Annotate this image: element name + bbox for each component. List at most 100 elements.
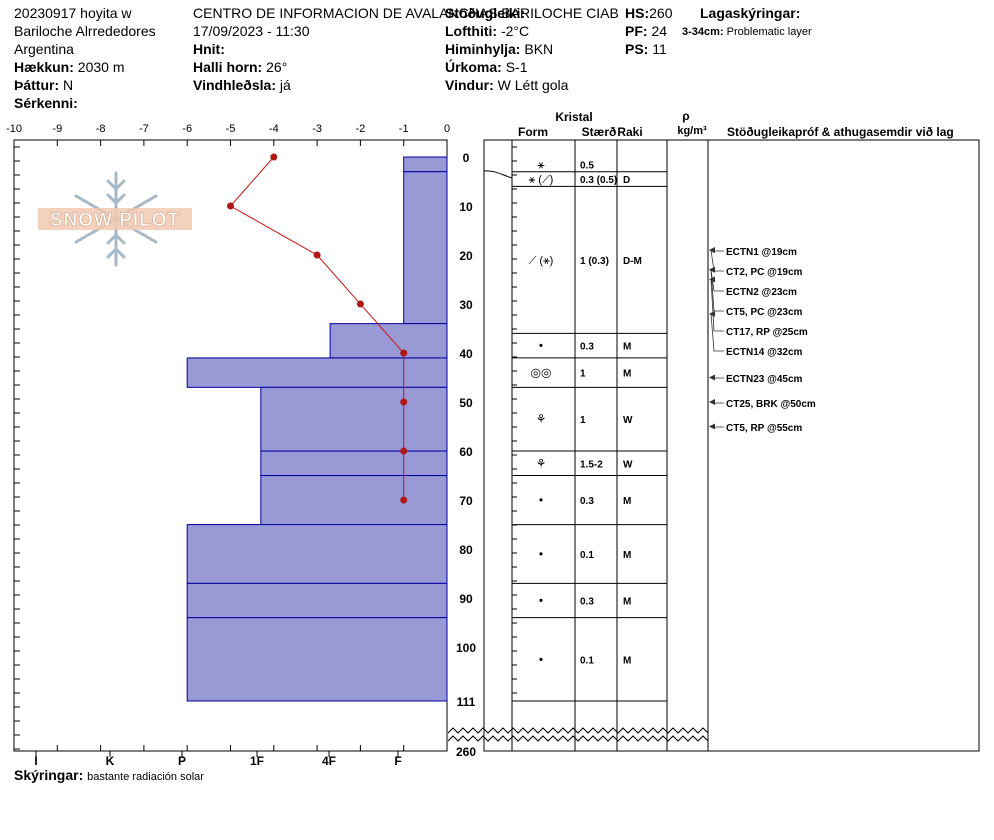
hs-row: HS:260: [625, 5, 672, 21]
grain-form-symbol: •: [539, 547, 543, 561]
elevation-label: Hækkun:: [14, 59, 74, 75]
aspect-value: N: [63, 77, 74, 93]
temp-tick-label: -2: [356, 123, 366, 135]
sky-label: Himinhylja:: [445, 41, 521, 57]
moisture-value: M: [623, 342, 631, 353]
precip-value: S-1: [505, 59, 528, 75]
temp-tick-label: -3: [312, 123, 322, 135]
hardness-layer: [260, 450, 448, 477]
depth-label: 111: [457, 695, 476, 709]
grain-size: 0.1: [580, 550, 594, 561]
air-temp-label: Lofthiti:: [445, 23, 498, 39]
depth-label: 20: [459, 249, 473, 263]
stability-test-label: ECTN14 @32cm: [726, 347, 803, 358]
grain-form-symbol: ◎◎: [531, 366, 552, 380]
stability-test-arrow: [709, 423, 715, 430]
stability-test-label: CT5, RP @55cm: [726, 423, 802, 434]
temperature-point: [313, 251, 321, 259]
aspect-row: Þáttur: N: [14, 77, 73, 93]
size-header: Stærð: [582, 125, 617, 139]
stability-test-arrow: [709, 247, 715, 254]
depth-label: 40: [459, 347, 473, 361]
temp-tick-label: -7: [139, 123, 149, 135]
moisture-value: W: [623, 459, 633, 470]
moisture-value: M: [623, 597, 631, 608]
pf-label: PF:: [625, 23, 648, 39]
temperature-point: [227, 202, 234, 210]
density-unit-header: kg/m³: [677, 125, 707, 137]
depth-label: 30: [459, 298, 473, 312]
grain-form-symbol: •: [539, 339, 543, 353]
form-header: Form: [518, 125, 548, 139]
temp-tick-label: -6: [182, 123, 192, 135]
depth-label: 80: [459, 543, 473, 557]
hardness-layer: [260, 386, 448, 452]
wind-row: Vindur: W Létt gola: [445, 77, 568, 93]
grain-size: 0.5: [580, 160, 594, 171]
ps-row: PS: 11: [625, 41, 667, 57]
stability-test-label: ECTN1 @19cm: [726, 247, 797, 258]
slope-label: Halli horn:: [193, 59, 263, 75]
stability-label: Stöðugleiki:: [445, 5, 526, 21]
stability-test-label: CT17, RP @25cm: [726, 327, 808, 338]
hs-label: HS:: [625, 5, 650, 21]
organization: CENTRO DE INFORMACION DE AVALANCHAS BARI…: [193, 5, 619, 21]
hardness-label: 4F: [322, 754, 336, 768]
depth-label: 60: [459, 445, 473, 459]
moisture-value: M: [623, 550, 631, 561]
location-line-1: 20230917 hoyita w: [14, 5, 132, 21]
stability-test-arrow: [709, 374, 715, 381]
layer-table-frame: [483, 139, 980, 752]
temp-tick-label: -5: [226, 123, 236, 135]
hardness-label: I: [34, 754, 37, 768]
depth-break-zigzag: [447, 735, 709, 742]
grain-size: 1: [580, 369, 586, 380]
hardness-label: 1F: [250, 754, 264, 768]
temp-tick-label: -1: [399, 123, 409, 135]
grain-form-symbol: ⚹: [537, 157, 544, 171]
grain-size: 0.3: [580, 496, 594, 507]
temperature-line: [229, 156, 405, 501]
ps-label: PS:: [625, 41, 649, 57]
ps-value: 11: [652, 41, 667, 57]
stability-test-arrow: [709, 310, 715, 317]
stability-test-leader: [710, 313, 724, 352]
tests-header: Stöðugleikapróf & athugasemdir við lag: [727, 125, 954, 139]
depth-label: 100: [456, 641, 476, 655]
stability-test-arrow: [709, 266, 715, 273]
grain-form-symbol: ⚘: [536, 412, 547, 426]
temp-tick-label: -8: [96, 123, 106, 135]
pf-row: PF: 24: [625, 23, 667, 39]
hardness-layer: [403, 156, 448, 173]
grain-size: 1 (0.3): [580, 256, 609, 267]
temp-tick-label: -4: [269, 123, 279, 135]
temperature-point: [400, 349, 408, 357]
rho-header: ρ: [682, 109, 689, 123]
depth-label: 10: [459, 200, 473, 214]
hardness-label: F: [394, 754, 401, 768]
sky-row: Himinhylja: BKN: [445, 41, 553, 57]
moisture-value: M: [623, 655, 631, 666]
aspect-label: Þáttur:: [14, 77, 60, 93]
moisture-value: D-M: [623, 256, 642, 267]
air-temp-value: -2°C: [500, 23, 530, 39]
slope-row: Halli horn: 26°: [193, 59, 287, 75]
stability-test-label: CT5, PC @23cm: [726, 307, 803, 318]
stability-test-arrow: [709, 399, 715, 406]
layer-connector: [483, 170, 513, 179]
temperature-point: [270, 153, 278, 161]
depth-label: 90: [459, 592, 473, 606]
hardness-layer: [260, 475, 448, 526]
depth-label: 50: [459, 396, 473, 410]
moisture-header: Raki: [617, 125, 642, 139]
temp-tick-label: -9: [52, 123, 62, 135]
hardness-layer: [186, 617, 448, 702]
grain-size: 0.3 (0.5): [580, 175, 617, 186]
stability-test-label: CT25, BRK @50cm: [726, 399, 816, 410]
features-label: Sérkenni:: [14, 95, 78, 111]
notes-label: Skýringar:: [14, 767, 84, 783]
wind-loading-row: Vindhleðsla: já: [193, 77, 291, 93]
observation-datetime: 17/09/2023 - 11:30: [193, 23, 310, 39]
notes-row: Skýringar: bastante radiación solar: [14, 767, 204, 785]
